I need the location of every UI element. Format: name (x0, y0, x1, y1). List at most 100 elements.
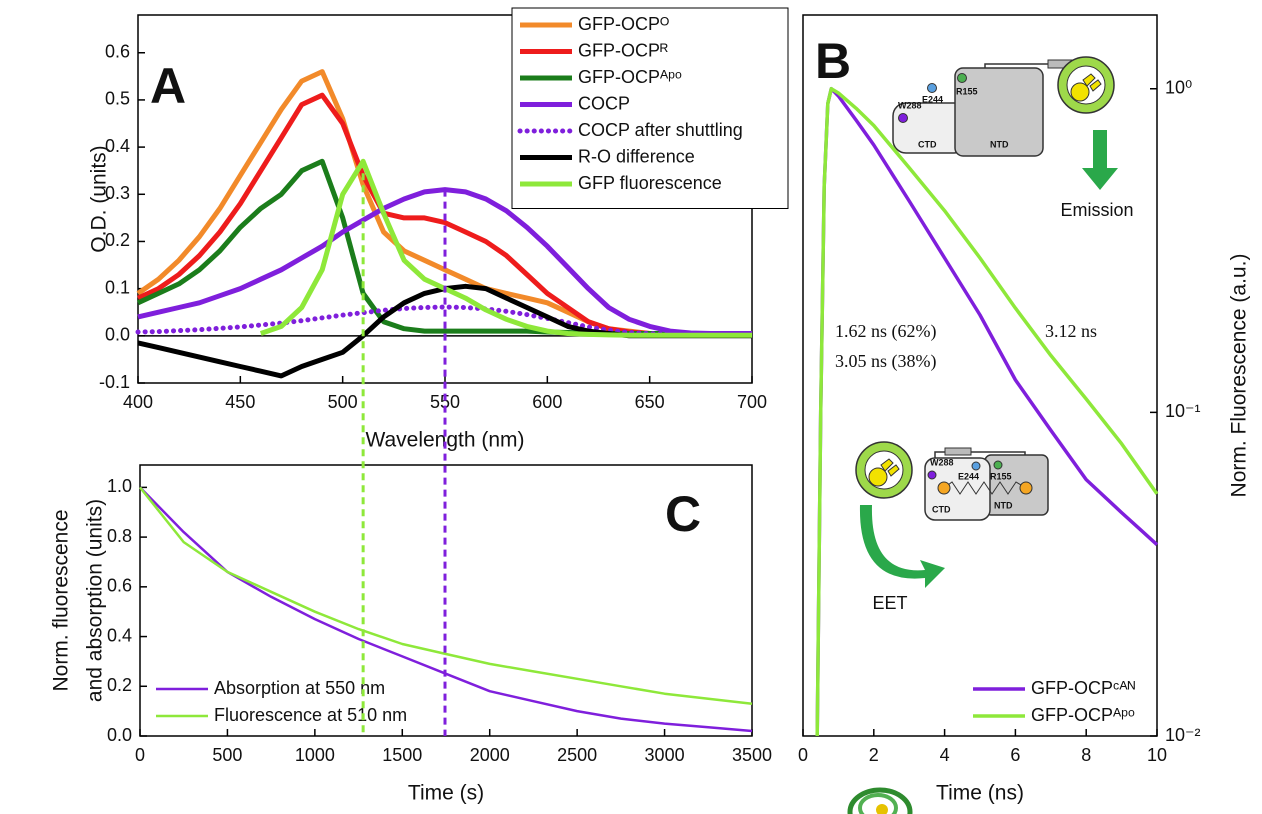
x-axis-label: Time (s) (408, 782, 484, 805)
y-axis-label: O.D. (units) (88, 145, 111, 252)
panel-letter: C (665, 486, 701, 542)
legend-label: COCP after shuttling (578, 120, 743, 140)
x-tick-label: 2000 (470, 745, 510, 765)
x-tick-label: 4 (940, 745, 950, 765)
legend-label: Fluorescence at 510 nm (214, 705, 407, 725)
residue-dot (898, 113, 908, 123)
structure-ribbon (858, 793, 898, 814)
x-tick-label: 600 (532, 392, 562, 412)
residue-dot (971, 461, 981, 471)
y-tick-label: 0.5 (105, 89, 130, 109)
residue-label: W288 (930, 457, 954, 467)
ntd-box (954, 67, 1044, 157)
panel-letter: A (150, 58, 186, 114)
y-tick-label: -0.1 (99, 372, 130, 392)
residue-label: E244 (922, 94, 943, 104)
annotation: 3.05 ns (38%) (835, 351, 937, 372)
domain-label: CTD (932, 504, 951, 514)
carotenoid (943, 481, 1027, 495)
residue-dot (957, 73, 967, 83)
x-tick-label: 650 (635, 392, 665, 412)
x-tick-label: 2500 (557, 745, 597, 765)
y-tick-label: 10⁻² (1165, 725, 1201, 745)
x-tick-label: 10 (1147, 745, 1167, 765)
ctd-box (924, 457, 991, 521)
structure-chromophore (876, 804, 888, 814)
carotenoid-ring (937, 481, 951, 495)
chromophore (868, 467, 888, 487)
legend-label: GFP-OCPᴿ (578, 40, 668, 60)
y-axis-label: Norm. Fluorescence (a.u.) (1228, 254, 1251, 498)
chromophore (880, 458, 900, 477)
x-tick-label: 1000 (295, 745, 335, 765)
y-tick-label: 0.0 (105, 325, 130, 345)
data-line (259, 158, 752, 338)
residue-label: R155 (956, 86, 978, 96)
x-tick-label: 6 (1010, 745, 1020, 765)
panel-letter: B (815, 33, 851, 89)
y-tick-label: 0.4 (107, 625, 132, 645)
domain-label: CTD (918, 139, 937, 149)
legend-label: GFP fluorescence (578, 173, 722, 193)
legend-label: COCP (578, 93, 630, 113)
domain-label: NTD (990, 139, 1009, 149)
legend-label: GFP-OCPᴬᵖᵒ (578, 67, 682, 87)
eet-arrow (859, 505, 945, 588)
y-axis-label: and absorption (units) (84, 499, 107, 702)
data-line (815, 86, 1159, 737)
structure-ribbon (847, 787, 913, 814)
legend-box (511, 7, 789, 209)
chromophore (1082, 73, 1102, 92)
y-tick-label: 0.3 (105, 183, 130, 203)
chromophore (1070, 82, 1090, 102)
protein-structure (847, 787, 913, 814)
annotation: 3.12 ns (1045, 321, 1097, 341)
legend-label: R-O difference (578, 146, 695, 166)
residue-label: E244 (958, 471, 979, 481)
emission-arrow (1082, 130, 1118, 190)
data-line (139, 486, 753, 705)
y-tick-label: 0.8 (107, 526, 132, 546)
x-tick-label: 0 (135, 745, 145, 765)
y-tick-label: 10⁻¹ (1165, 401, 1201, 421)
annotation: 1.62 ns (62%) (835, 321, 937, 342)
y-tick-label: 1.0 (107, 476, 132, 496)
x-tick-label: 3500 (732, 745, 772, 765)
legend-label: GFP-OCPᶜᴬᴺ (1031, 678, 1136, 698)
legend-label: Absorption at 550 nm (214, 678, 385, 698)
x-tick-label: 2 (869, 745, 879, 765)
protein-diagram-top: W288 E244 R155 CTD NTD Emission (892, 56, 1134, 220)
protein-diagram-eet: W288 E244 R155 CTD NTD EET (855, 441, 1049, 613)
x-tick-label: 8 (1081, 745, 1091, 765)
residue-label: R155 (990, 471, 1012, 481)
residue-label: W288 (898, 100, 922, 110)
x-tick-label: 400 (123, 392, 153, 412)
domain-label: NTD (994, 500, 1013, 510)
y-tick-label: 0.4 (105, 136, 130, 156)
linker-box (944, 447, 972, 456)
x-axis-label: Time (ns) (936, 782, 1024, 805)
x-tick-label: 700 (737, 392, 767, 412)
x-tick-label: 550 (430, 392, 460, 412)
residue-dot (993, 460, 1003, 470)
data-line (815, 86, 1159, 737)
residue-dot (927, 470, 937, 480)
eet-label: EET (872, 593, 907, 613)
plot-frame (802, 14, 1158, 737)
residue-dot (927, 83, 937, 93)
y-tick-label: 0.6 (107, 576, 132, 596)
emission-label: Emission (1060, 200, 1133, 220)
y-tick-label: 0.1 (105, 277, 130, 297)
x-tick-label: 1500 (382, 745, 422, 765)
y-axis-label: Norm. fluorescence (50, 509, 73, 691)
y-tick-label: 0.2 (107, 675, 132, 695)
legend-label: GFP-OCPᴬᵖᵒ (1031, 705, 1135, 725)
y-tick-label: 0.2 (105, 230, 130, 250)
x-tick-label: 500 (328, 392, 358, 412)
legend-label: GFP-OCPᴼ (578, 14, 669, 34)
y-tick-label: 10⁰ (1165, 77, 1192, 97)
carotenoid-ring (1019, 481, 1033, 495)
y-tick-label: 0.0 (107, 725, 132, 745)
x-tick-label: 0 (798, 745, 808, 765)
